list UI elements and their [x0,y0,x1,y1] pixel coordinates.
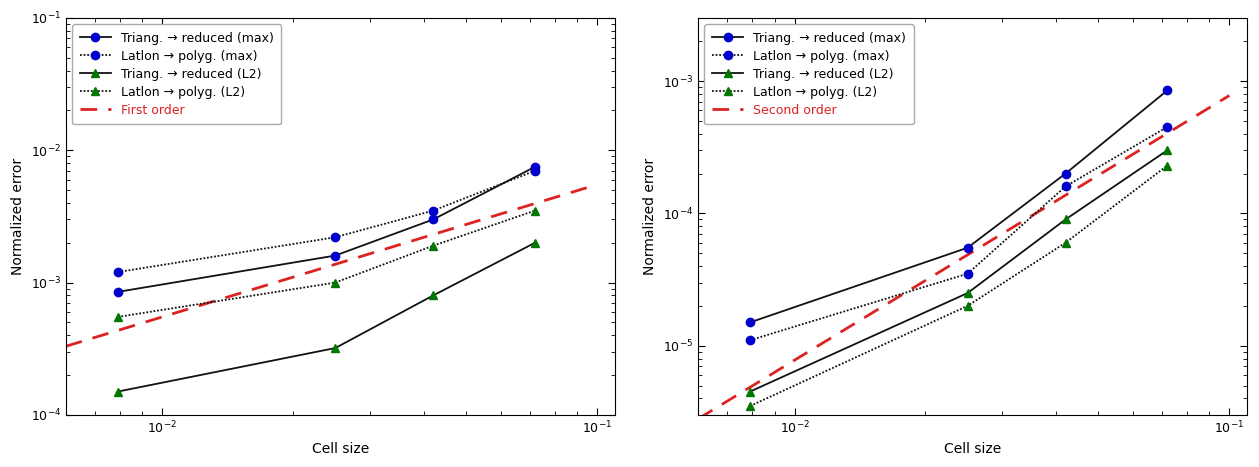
Line: Latlon → polyg. (max): Latlon → polyg. (max) [113,167,539,276]
Triang. → reduced (max) [111,289,126,295]
Triang. → reduced (L2) [743,389,758,394]
Latlon → polyg. (L2) [743,403,758,409]
Triang. → reduced (max) [1058,171,1073,177]
Latlon → polyg. (max) [327,234,342,240]
Latlon → polyg. (max) [528,168,543,174]
Latlon → polyg. (L2) [528,208,543,213]
Triang. → reduced (max) [528,164,543,170]
Latlon → polyg. (L2) [961,303,976,309]
Triang. → reduced (max) [426,217,441,222]
Triang. → reduced (max) [961,245,976,250]
Triang. → reduced (L2) [528,240,543,246]
Triang. → reduced (L2) [1058,217,1073,222]
Latlon → polyg. (max) [426,208,441,213]
Latlon → polyg. (L2) [327,280,342,285]
Legend: Triang. → reduced (max), Latlon → polyg. (max), Triang. → reduced (L2), Latlon →: Triang. → reduced (max), Latlon → polyg.… [704,24,914,124]
Latlon → polyg. (L2) [426,243,441,248]
Legend: Triang. → reduced (max), Latlon → polyg. (max), Triang. → reduced (L2), Latlon →: Triang. → reduced (max), Latlon → polyg.… [72,24,281,124]
Triang. → reduced (max) [743,319,758,325]
Line: Triang. → reduced (max): Triang. → reduced (max) [113,163,539,296]
Latlon → polyg. (L2) [1058,240,1073,246]
Latlon → polyg. (L2) [111,314,126,320]
Y-axis label: Normalized error: Normalized error [11,158,25,275]
Latlon → polyg. (max) [1160,124,1175,130]
Line: Triang. → reduced (max): Triang. → reduced (max) [745,86,1172,326]
Latlon → polyg. (max) [111,269,126,275]
Line: Triang. → reduced (L2): Triang. → reduced (L2) [745,146,1172,396]
X-axis label: Cell size: Cell size [312,442,369,456]
Triang. → reduced (max) [1160,88,1175,93]
Latlon → polyg. (max) [961,271,976,276]
Triang. → reduced (L2) [327,345,342,351]
Latlon → polyg. (max) [743,337,758,343]
Triang. → reduced (L2) [426,292,441,298]
Line: Triang. → reduced (L2): Triang. → reduced (L2) [113,239,539,396]
Triang. → reduced (L2) [1160,148,1175,153]
Triang. → reduced (L2) [111,389,126,394]
Line: Latlon → polyg. (L2): Latlon → polyg. (L2) [113,206,539,321]
Triang. → reduced (L2) [961,290,976,296]
Latlon → polyg. (max) [1058,184,1073,189]
Line: Latlon → polyg. (max): Latlon → polyg. (max) [745,123,1172,344]
X-axis label: Cell size: Cell size [944,442,1001,456]
Y-axis label: Normalized error: Normalized error [643,158,657,275]
Triang. → reduced (max) [327,253,342,258]
Line: Latlon → polyg. (L2): Latlon → polyg. (L2) [745,161,1172,410]
Latlon → polyg. (L2) [1160,163,1175,168]
